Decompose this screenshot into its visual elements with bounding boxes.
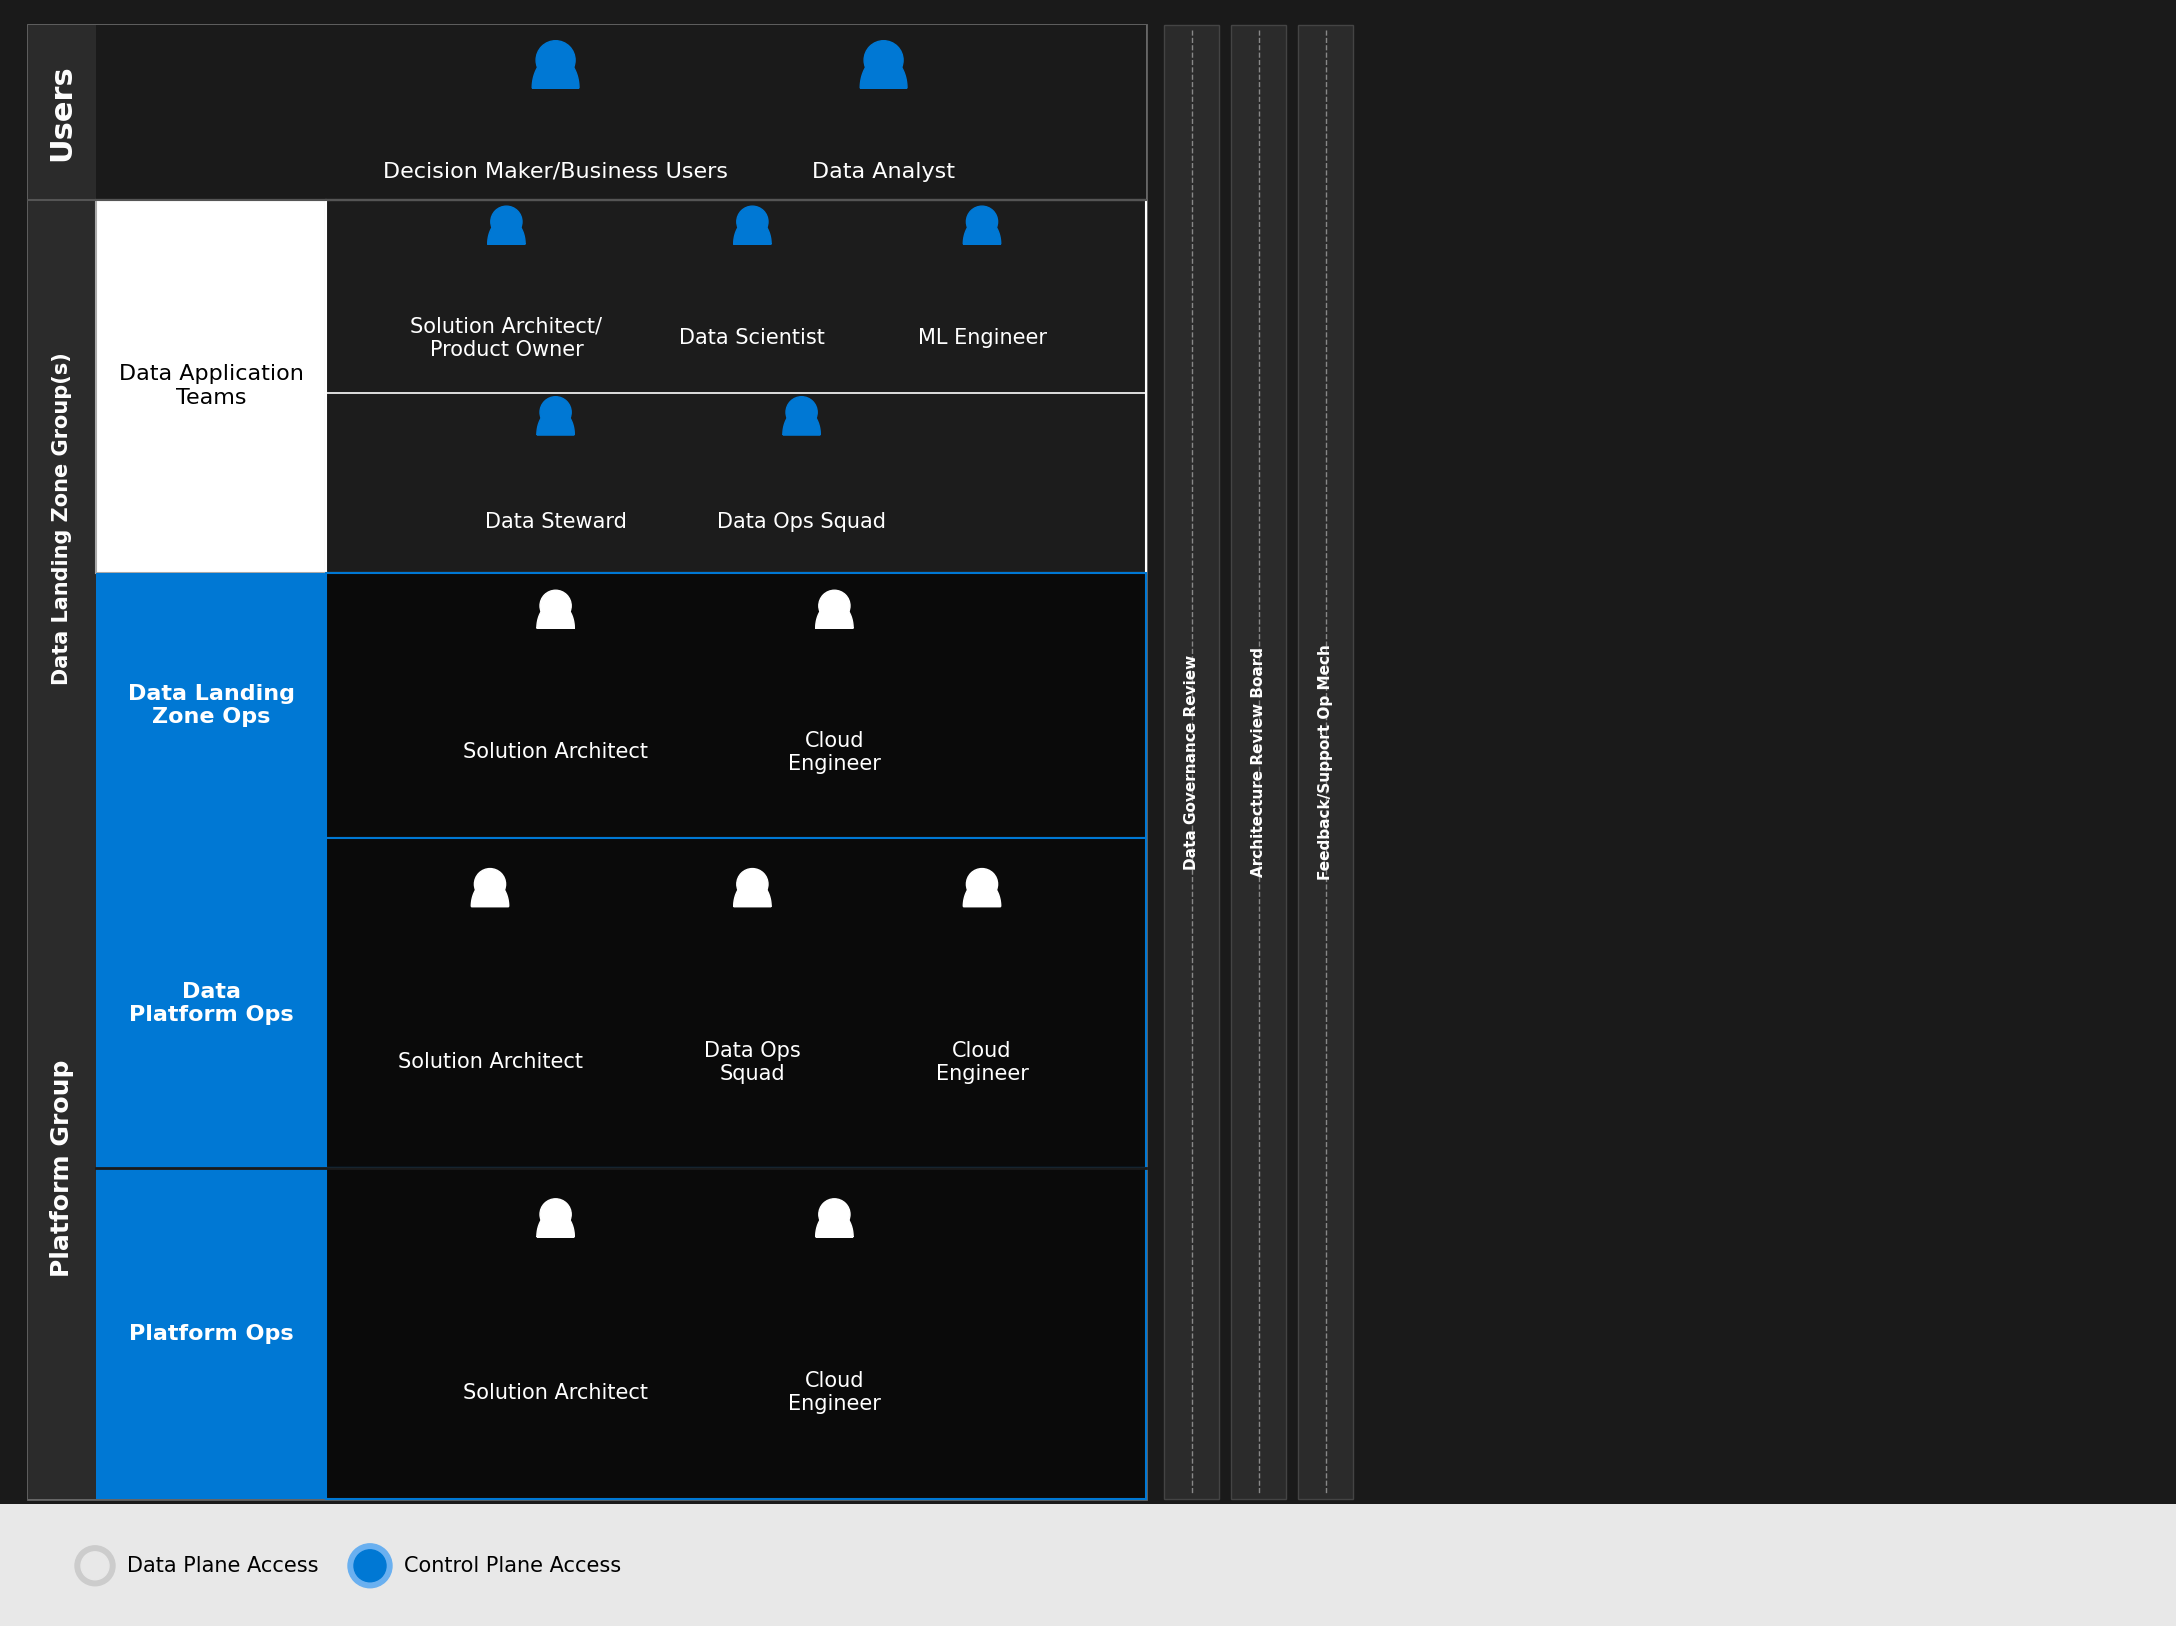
FancyBboxPatch shape (96, 572, 326, 837)
Polygon shape (537, 1211, 574, 1237)
FancyBboxPatch shape (326, 572, 1147, 837)
Circle shape (818, 1198, 851, 1229)
Circle shape (535, 41, 574, 80)
Circle shape (738, 207, 768, 237)
Text: Cloud
Engineer: Cloud Engineer (788, 1371, 881, 1415)
Text: Control Plane Access: Control Plane Access (405, 1556, 620, 1576)
Text: Solution Architect/
Product Owner: Solution Architect/ Product Owner (411, 317, 603, 359)
Circle shape (474, 868, 505, 899)
Text: Solution Architect: Solution Architect (463, 1382, 648, 1403)
Circle shape (540, 590, 570, 621)
Text: Platform Group: Platform Group (50, 1060, 74, 1278)
Polygon shape (964, 881, 1001, 906)
Circle shape (966, 207, 997, 237)
Text: Data Scientist: Data Scientist (679, 328, 825, 348)
FancyBboxPatch shape (326, 1167, 1147, 1499)
Text: Decision Maker/Business Users: Decision Maker/Business Users (383, 161, 729, 182)
Polygon shape (783, 408, 820, 434)
Polygon shape (533, 55, 579, 88)
Circle shape (786, 397, 818, 428)
Text: Data Ops Squad: Data Ops Squad (718, 512, 886, 532)
Circle shape (81, 1551, 109, 1580)
Polygon shape (860, 55, 907, 88)
Text: Feedback/Support Op Mech: Feedback/Support Op Mech (1319, 644, 1334, 880)
FancyBboxPatch shape (28, 837, 96, 1499)
FancyBboxPatch shape (28, 24, 96, 200)
Text: Data Governance Review: Data Governance Review (1184, 655, 1199, 870)
Circle shape (348, 1543, 392, 1587)
Text: Data Landing
Zone Ops: Data Landing Zone Ops (128, 683, 294, 727)
Polygon shape (964, 218, 1001, 244)
FancyBboxPatch shape (96, 200, 326, 572)
Circle shape (966, 868, 997, 899)
Circle shape (355, 1550, 385, 1582)
Text: Data Steward: Data Steward (485, 512, 627, 532)
Text: Cloud
Engineer: Cloud Engineer (788, 730, 881, 774)
FancyBboxPatch shape (96, 837, 326, 1167)
Text: Data Plane Access: Data Plane Access (126, 1556, 318, 1576)
Text: Cloud
Engineer: Cloud Engineer (936, 1041, 1029, 1085)
Polygon shape (816, 1211, 853, 1237)
Circle shape (74, 1546, 115, 1585)
Text: Architecture Review Board: Architecture Review Board (1251, 647, 1266, 876)
FancyBboxPatch shape (1232, 24, 1286, 1499)
Circle shape (738, 868, 768, 899)
FancyBboxPatch shape (0, 1504, 2176, 1626)
Circle shape (864, 41, 903, 80)
Circle shape (540, 1198, 570, 1229)
Text: Solution Architect: Solution Architect (398, 1052, 583, 1073)
Polygon shape (472, 881, 509, 906)
Text: Data Application
Teams: Data Application Teams (118, 364, 302, 408)
Circle shape (540, 397, 570, 428)
Polygon shape (733, 218, 770, 244)
Text: Data Analyst: Data Analyst (812, 161, 955, 182)
FancyBboxPatch shape (1164, 24, 1219, 1499)
Text: Data Ops
Squad: Data Ops Squad (705, 1041, 801, 1085)
FancyBboxPatch shape (326, 837, 1147, 1167)
Text: Solution Architect: Solution Architect (463, 741, 648, 763)
Circle shape (492, 207, 522, 237)
Text: Data Landing Zone Group(s): Data Landing Zone Group(s) (52, 353, 72, 685)
FancyBboxPatch shape (96, 1167, 326, 1499)
Circle shape (818, 590, 851, 621)
Text: ML Engineer: ML Engineer (918, 328, 1047, 348)
Polygon shape (537, 602, 574, 628)
Polygon shape (733, 881, 770, 906)
Polygon shape (537, 408, 574, 434)
FancyBboxPatch shape (96, 24, 1147, 200)
FancyBboxPatch shape (326, 200, 1147, 572)
Text: Data
Platform Ops: Data Platform Ops (128, 982, 294, 1024)
Text: Users: Users (48, 63, 76, 161)
Polygon shape (487, 218, 524, 244)
FancyBboxPatch shape (28, 200, 96, 837)
Text: Platform Ops: Platform Ops (128, 1324, 294, 1343)
Polygon shape (816, 602, 853, 628)
FancyBboxPatch shape (1299, 24, 1353, 1499)
